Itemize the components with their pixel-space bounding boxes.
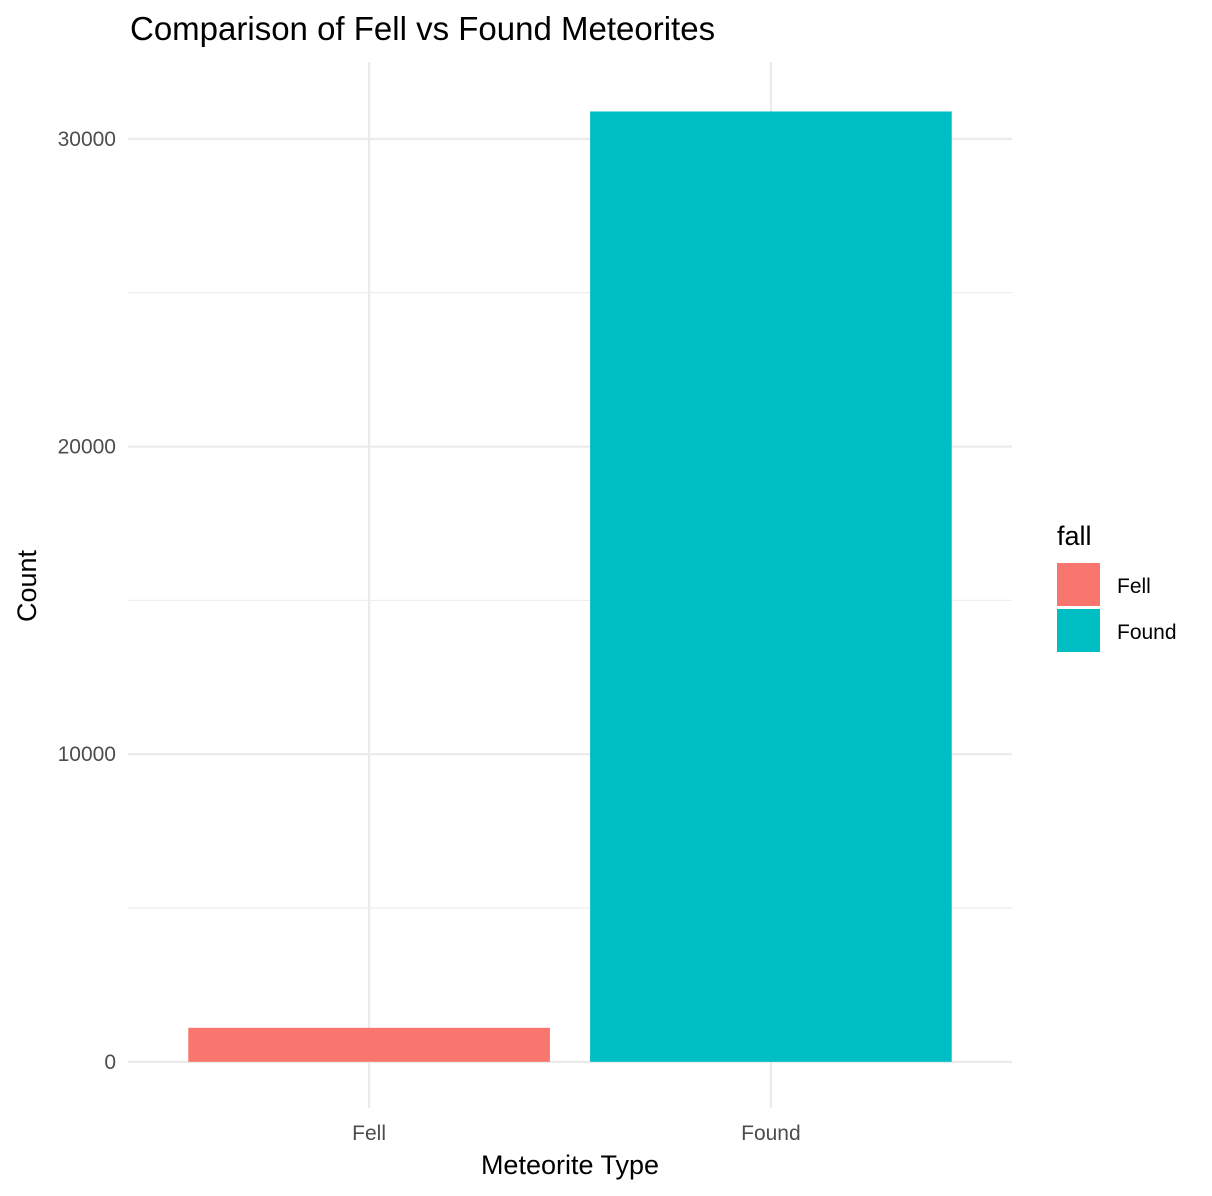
x-axis-title: Meteorite Type (481, 1150, 659, 1180)
x-tick-label: Fell (352, 1122, 386, 1145)
legend-swatch-fell (1057, 563, 1100, 606)
legend: fall Fell Found (1057, 521, 1177, 652)
legend-title: fall (1057, 521, 1092, 551)
legend-label-found: Found (1117, 621, 1177, 644)
y-axis-title: Count (12, 549, 42, 622)
y-tick-label: 10000 (58, 743, 116, 766)
y-tick-label: 0 (104, 1051, 116, 1074)
bars (188, 111, 952, 1062)
legend-swatch-found (1057, 609, 1100, 652)
x-tick-label: Found (741, 1122, 801, 1145)
bar-fell (188, 1027, 550, 1062)
bar-found (590, 111, 952, 1062)
y-axis-ticks: 0 10000 20000 30000 (58, 128, 116, 1074)
y-tick-label: 20000 (58, 436, 116, 459)
y-tick-label: 30000 (58, 128, 116, 151)
legend-label-fell: Fell (1117, 575, 1151, 598)
chart-title: Comparison of Fell vs Found Meteorites (130, 10, 715, 47)
x-axis-ticks: Fell Found (352, 1122, 801, 1145)
